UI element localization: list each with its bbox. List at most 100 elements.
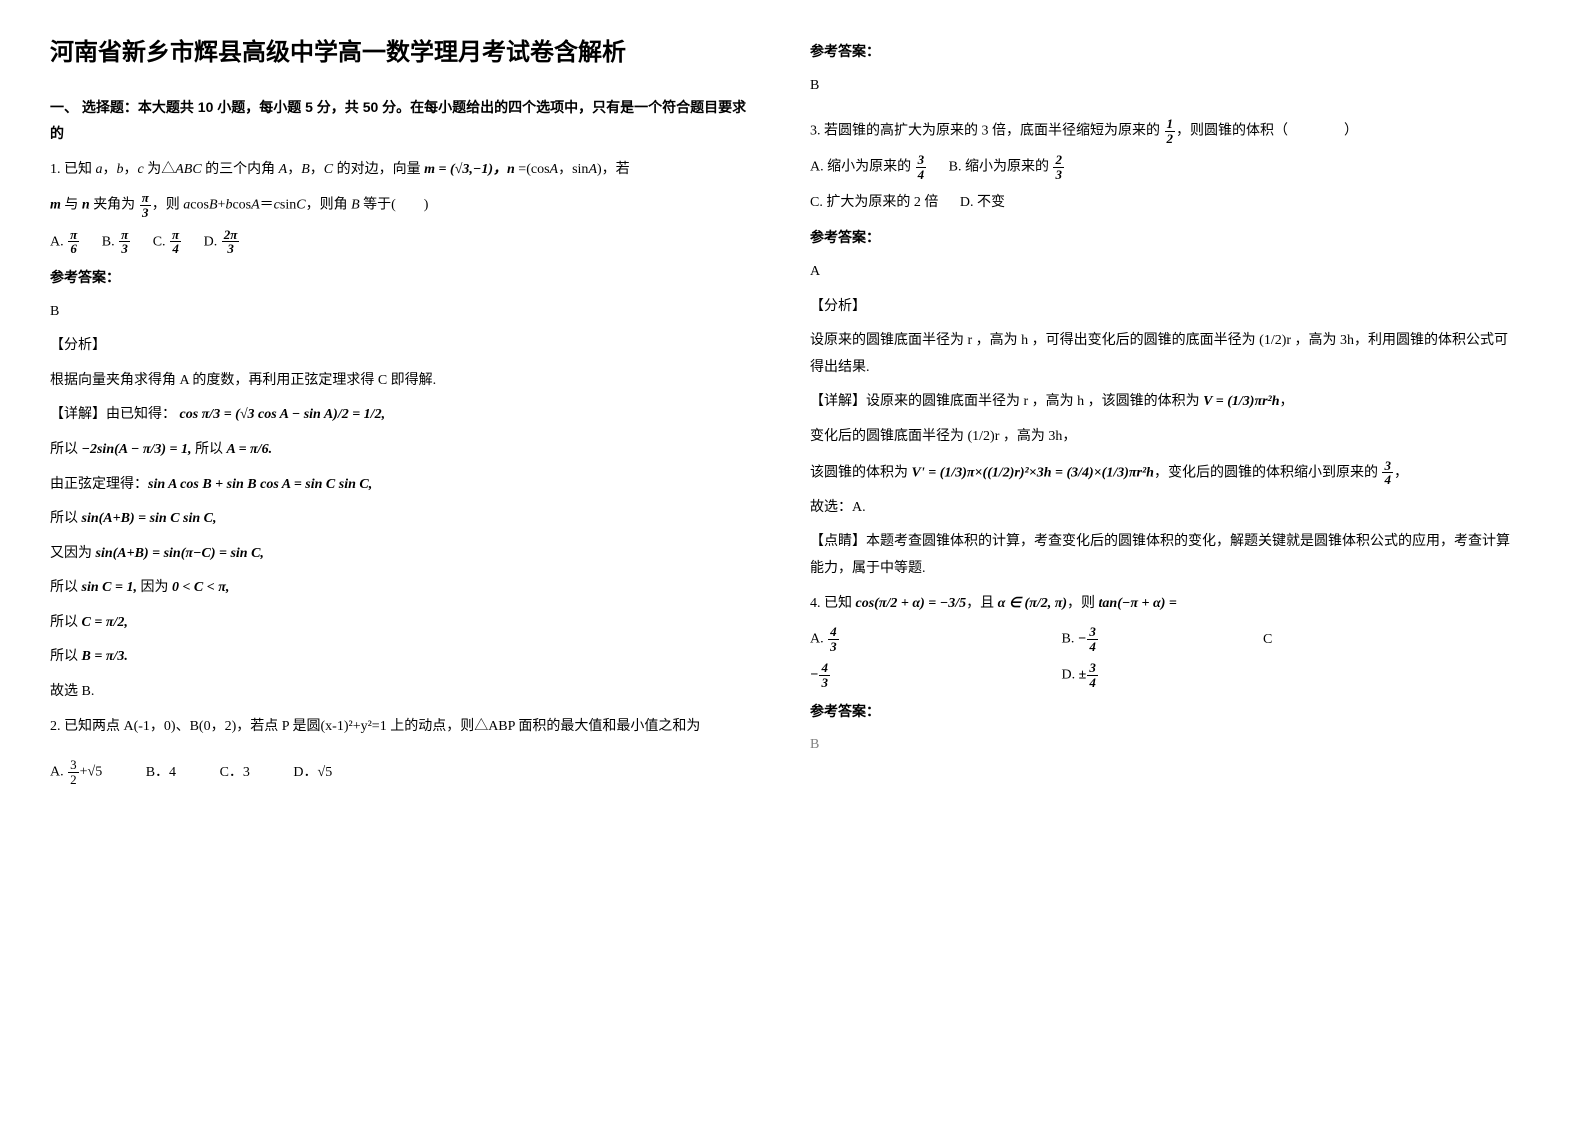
opt-c-label: C — [1263, 627, 1272, 654]
t: ，则 — [1067, 596, 1099, 611]
t: A — [251, 198, 260, 213]
t: C — [324, 162, 333, 177]
frac: 12 — [1165, 117, 1176, 145]
question-1-line2: m 与 n 夹角为 π3，则 acosB+bcosA＝csinC，则角 B 等于… — [50, 191, 750, 219]
q3-detail-4: 故选：A. — [810, 495, 1510, 522]
t: =(cos — [515, 162, 550, 177]
formula: −2sin(A − π/3) = 1, — [82, 442, 192, 457]
vec-m: m — [50, 198, 61, 213]
q3-detail-3: 该圆锥的体积为 V' = (1/3)π×((1/2)r)²×3h = (3/4)… — [810, 459, 1510, 487]
q4-answer: B — [810, 732, 1510, 759]
num: π — [119, 228, 130, 243]
t: b — [117, 162, 124, 177]
question-4-options-row2: −43 D. ±34 — [810, 661, 1510, 689]
formula: α ∈ (π/2, π) — [998, 596, 1067, 611]
den: 2 — [1165, 132, 1176, 146]
vec-n: n — [82, 198, 90, 213]
question-4-options-row1: A. 43 B. −34 C — [810, 625, 1510, 653]
num: 2π — [222, 228, 240, 243]
q2-answer: B — [810, 73, 1510, 100]
den: 4 — [1382, 473, 1393, 487]
formula: 0 < C < π, — [172, 580, 229, 595]
t: 为△ — [144, 162, 176, 177]
question-3: 3. 若圆锥的高扩大为原来的 3 倍，底面半径缩短为原来的 12，则圆锥的体积（… — [810, 117, 1510, 145]
num: 3 — [1087, 625, 1098, 640]
lbl: A. — [50, 234, 67, 249]
formula: sin(A+B) = sin C sin C, — [82, 511, 217, 526]
den: 2 — [68, 773, 79, 787]
q1-detail-9: 故选 B. — [50, 679, 750, 706]
t: ， — [310, 162, 324, 177]
opt-a: A. 缩小为原来的 34 — [810, 153, 927, 181]
formula: cos(π/2 + α) = −3/5 — [856, 596, 967, 611]
num: 1 — [1165, 117, 1176, 132]
formula: C = π/2, — [82, 615, 128, 630]
lbl: D. — [1062, 668, 1079, 683]
question-3-options-cd: C. 扩大为原来的 2 倍 D. 不变 — [810, 190, 1510, 217]
t: A — [588, 162, 597, 177]
t: A — [550, 162, 559, 177]
answer-label: 参考答案： — [810, 698, 1510, 725]
formula: tan(−π + α) = — [1099, 596, 1177, 611]
t: 所以 — [50, 615, 82, 630]
t: 【详解】设原来的圆锥底面半径为 r ，高为 h ，该圆锥的体积为 — [810, 394, 1203, 409]
t: 该圆锥的体积为 — [810, 465, 912, 480]
den: 3 — [140, 206, 151, 220]
den: 3 — [1053, 168, 1064, 182]
sign: ± — [1079, 668, 1087, 683]
t: ， — [124, 162, 138, 177]
q1-analysis: 根据向量夹角求得角 A 的度数，再利用正弦定理求得 C 即得解. — [50, 368, 750, 395]
t: 由正弦定理得： — [50, 477, 148, 492]
lbl: A. 缩小为原来的 — [810, 160, 915, 175]
question-1-options: A. π6 B. π3 C. π4 D. 2π3 — [50, 228, 750, 256]
den: 3 — [222, 242, 240, 256]
opt-a: A. π6 — [50, 228, 80, 256]
num: 3 — [916, 153, 927, 168]
t: 所以 — [192, 442, 227, 457]
den: 4 — [916, 168, 927, 182]
num: 3 — [1382, 459, 1393, 474]
q1-detail-4: 所以 sin(A+B) = sin C sin C, — [50, 506, 750, 533]
t: 3. 若圆锥的高扩大为原来的 3 倍，底面半径缩短为原来的 — [810, 124, 1164, 139]
q1-detail-3: 由正弦定理得：sin A cos B + sin B cos A = sin C… — [50, 472, 750, 499]
t: ，且 — [966, 596, 998, 611]
lbl: A. — [50, 765, 67, 780]
t: 的对边，向量 — [333, 162, 424, 177]
t: 根据向量夹角求得角 A 的度数，再利用正弦定理求得 C 即得解. — [50, 373, 436, 388]
t: 等于( ) — [360, 198, 429, 213]
lbl: B. — [1062, 632, 1078, 647]
opt-d: D．√5 — [293, 760, 332, 787]
t: ， — [1394, 465, 1408, 480]
num: 4 — [819, 661, 830, 676]
t: sin — [280, 198, 296, 213]
section-header: 一、 选择题：本大题共 10 小题，每小题 5 分，共 50 分。在每小题给出的… — [50, 94, 750, 147]
q3-point: 【点睛】本题考查圆锥体积的计算，考查变化后的圆锥体积的变化，解题关键就是圆锥体积… — [810, 529, 1510, 582]
suf: +√5 — [80, 765, 103, 780]
t: cos — [232, 198, 251, 213]
t: 因为 — [137, 580, 172, 595]
t: ，变化后的圆锥的体积缩小到原来的 — [1154, 465, 1382, 480]
analysis-label: 【分析】 — [810, 294, 1510, 321]
den: 3 — [828, 640, 839, 654]
q1-detail-6: 所以 sin C = 1, 因为 0 < C < π, — [50, 575, 750, 602]
t: a — [96, 162, 103, 177]
opt-d: D. ±34 — [1062, 661, 1099, 689]
formula: sin A cos B + sin B cos A = sin C sin C, — [148, 477, 372, 492]
opt-d: D. 2π3 — [204, 228, 241, 256]
question-3-options-ab: A. 缩小为原来的 34 B. 缩小为原来的 23 — [810, 153, 1510, 181]
den: 3 — [819, 676, 830, 690]
t: B — [351, 198, 360, 213]
opt-c: C．3 — [220, 760, 250, 787]
lbl: B. — [102, 234, 118, 249]
question-2: 2. 已知两点 A(-1，0)、B(0，2)，若点 P 是圆(x-1)²+y²=… — [50, 714, 750, 741]
opt-d: D. 不变 — [960, 190, 1005, 217]
lbl: C. — [153, 234, 169, 249]
t: 所以 — [50, 649, 82, 664]
formula: V = (1/3)πr²h — [1203, 394, 1279, 409]
q3-detail-2: 变化后的圆锥底面半径为 (1/2)r ，高为 3h， — [810, 424, 1510, 451]
num: 3 — [1087, 661, 1098, 676]
opt-c: C. 扩大为原来的 2 倍 — [810, 190, 938, 217]
page-title: 河南省新乡市辉县高级中学高一数学理月考试卷含解析 — [50, 30, 750, 76]
num: π — [140, 191, 151, 206]
lbl: 【详解】由已知得： — [50, 407, 176, 422]
